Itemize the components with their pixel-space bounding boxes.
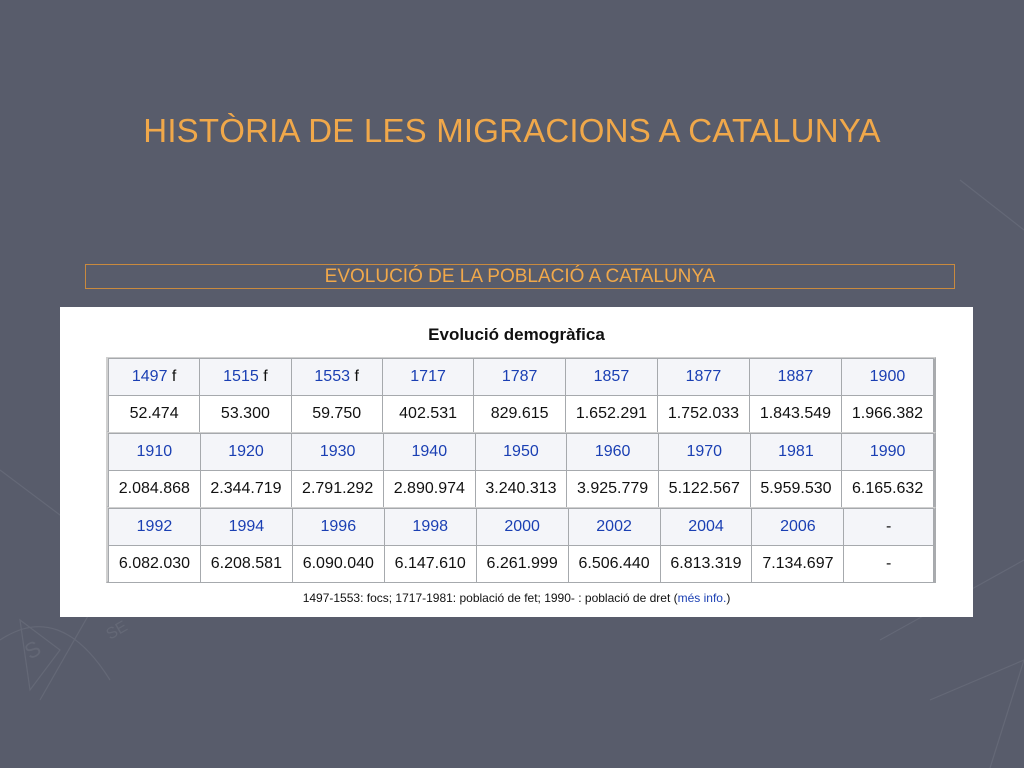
year-cell[interactable]: 1970	[657, 433, 751, 471]
value-cell: 6.147.610	[383, 545, 477, 583]
year-cell[interactable]: 1497 f	[107, 358, 201, 396]
value-cell: 5.959.530	[749, 470, 843, 508]
value-cell: 6.813.319	[659, 545, 753, 583]
value-cell: 6.082.030	[108, 545, 201, 583]
year-cell[interactable]: 1940	[382, 433, 476, 471]
more-info-link[interactable]: més info.	[677, 591, 727, 605]
population-block-2: 1910 1920 1930 1940 1950 1960 1970 1981 …	[108, 433, 934, 508]
value-cell: 1.843.549	[748, 395, 842, 433]
value-cell: 402.531	[381, 395, 475, 433]
year-cell[interactable]: 1998	[383, 508, 477, 546]
year-cell[interactable]: 2006	[751, 508, 845, 546]
year-cell[interactable]: 1920	[199, 433, 293, 471]
year-cell[interactable]: 1900	[840, 358, 935, 396]
year-cell[interactable]: 1857	[564, 358, 658, 396]
year-cell[interactable]: 1950	[474, 433, 568, 471]
value-cell: 6.506.440	[567, 545, 661, 583]
slide-title: HISTÒRIA DE LES MIGRACIONS A CATALUNYA	[143, 112, 881, 149]
value-cell: 5.122.567	[657, 470, 751, 508]
value-cell: 1.652.291	[564, 395, 658, 433]
value-cell: 2.344.719	[199, 470, 293, 508]
year-cell[interactable]: 2002	[567, 508, 661, 546]
value-cell: 6.261.999	[475, 545, 569, 583]
year-cell[interactable]: 1996	[291, 508, 385, 546]
value-cell: 59.750	[290, 395, 383, 433]
year-cell[interactable]: 1992	[108, 508, 201, 546]
slide-subtitle: EVOLUCIÓ DE LA POBLACIÓ A CATALUNYA	[85, 264, 955, 289]
value-cell: 6.165.632	[841, 470, 934, 508]
year-cell[interactable]: 1515 f	[199, 358, 292, 396]
value-cell: 3.240.313	[474, 470, 568, 508]
value-cell: 6.090.040	[291, 545, 385, 583]
svg-text:S: S	[20, 635, 45, 664]
year-cell[interactable]: 1910	[108, 433, 201, 471]
value-cell: 7.134.697	[751, 545, 845, 583]
year-cell[interactable]: 2000	[475, 508, 569, 546]
value-cell: -	[843, 545, 934, 583]
year-cell[interactable]: 1930	[291, 433, 384, 471]
population-block-1: 1497 f 1515 f 1553 f 1717 1787 1857 1877…	[107, 358, 935, 433]
table-title: Evolució demogràfica	[428, 325, 605, 344]
year-cell[interactable]: 2004	[659, 508, 753, 546]
population-table-panel: Evolució demogràfica 1497 f 1515 f 1553 …	[60, 307, 973, 617]
value-cell: 6.208.581	[199, 545, 293, 583]
population-block-3: 1992 1994 1996 1998 2000 2002 2004 2006 …	[108, 508, 934, 583]
value-cell: 3.925.779	[566, 470, 659, 508]
value-cell: 53.300	[199, 395, 292, 433]
year-cell[interactable]: 1994	[199, 508, 293, 546]
year-cell[interactable]: 1990	[841, 433, 934, 471]
year-cell[interactable]: 1787	[473, 358, 566, 396]
svg-text:SE: SE	[104, 618, 131, 643]
value-cell: 2.791.292	[291, 470, 384, 508]
year-cell[interactable]: 1981	[749, 433, 843, 471]
year-cell[interactable]: 1553 f	[290, 358, 383, 396]
value-cell: 2.084.868	[108, 470, 201, 508]
year-cell[interactable]: 1960	[566, 433, 659, 471]
year-cell[interactable]: 1717	[381, 358, 475, 396]
year-cell[interactable]: 1887	[748, 358, 842, 396]
year-cell-empty: -	[843, 508, 934, 546]
value-cell: 829.615	[473, 395, 566, 433]
value-cell: 1.966.382	[840, 395, 935, 433]
value-cell: 2.890.974	[382, 470, 476, 508]
value-cell: 1.752.033	[656, 395, 750, 433]
value-cell: 52.474	[107, 395, 201, 433]
table-footnote: 1497-1553: focs; 1717-1981: població de …	[302, 591, 731, 605]
year-cell[interactable]: 1877	[656, 358, 750, 396]
